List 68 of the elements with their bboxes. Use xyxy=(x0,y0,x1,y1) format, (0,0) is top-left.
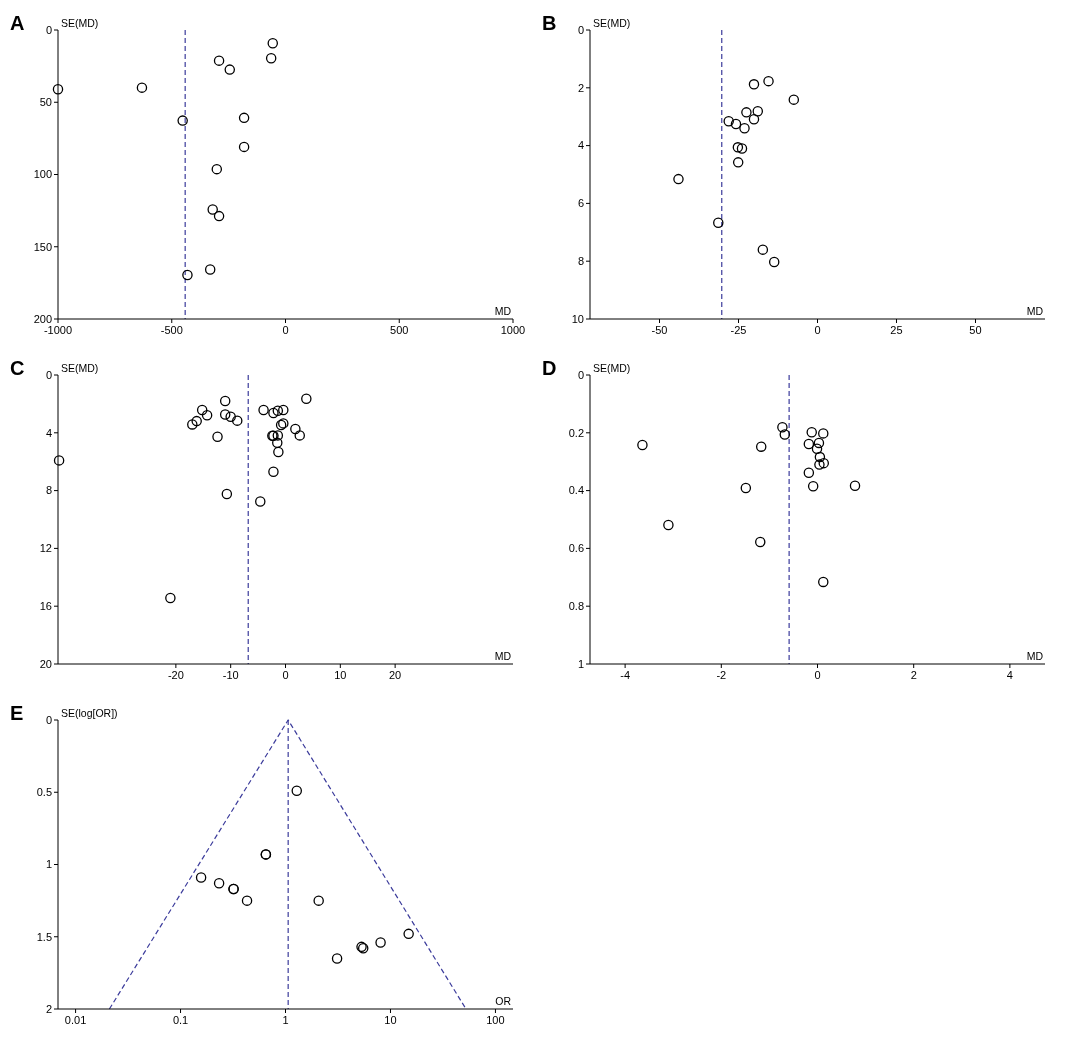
x-tick-label: 20 xyxy=(389,669,402,681)
x-axis-title: MD xyxy=(494,650,512,662)
y-tick-label: 4 xyxy=(577,139,584,152)
x-tick-label: 0.01 xyxy=(64,1014,87,1026)
y-axis-title: SE(MD) xyxy=(61,17,99,29)
y-tick-label: 0.2 xyxy=(568,426,584,439)
y-tick-label: 10 xyxy=(571,312,584,325)
y-tick-label: 0.4 xyxy=(568,484,584,497)
x-tick-label: 10 xyxy=(384,1014,397,1026)
x-tick-label: 0 xyxy=(282,324,289,336)
y-tick-label: 2 xyxy=(577,81,584,94)
y-tick-label: 0 xyxy=(45,713,52,726)
x-tick-label: 0.1 xyxy=(172,1014,189,1026)
y-tick-label: 1.5 xyxy=(36,930,52,943)
x-tick-label: 50 xyxy=(969,324,982,336)
y-tick-label: 20 xyxy=(39,657,52,670)
y-tick-label: 1 xyxy=(577,657,584,670)
x-tick-label: 0 xyxy=(814,324,821,336)
y-tick-label: 0 xyxy=(577,368,584,381)
x-tick-label: 100 xyxy=(486,1014,505,1026)
x-axis-title: MD xyxy=(1026,650,1044,662)
y-tick-label: 8 xyxy=(45,484,52,497)
x-tick-label: -20 xyxy=(167,669,184,681)
x-tick-label: 0 xyxy=(814,669,821,681)
y-tick-label: 4 xyxy=(45,426,52,439)
y-tick-label: 2 xyxy=(45,1002,52,1015)
chart-title: A xyxy=(10,12,25,34)
x-tick-label: 500 xyxy=(390,324,409,336)
x-tick-label: 1 xyxy=(282,1014,289,1026)
x-tick-label: 0 xyxy=(282,669,289,681)
y-tick-label: 1 xyxy=(45,858,52,871)
y-axis-title: SE(MD) xyxy=(593,362,631,374)
x-tick-label: -10 xyxy=(222,669,239,681)
y-tick-label: 6 xyxy=(577,197,584,210)
x-tick-label: -2 xyxy=(716,669,727,681)
x-tick-label: -1000 xyxy=(43,324,73,336)
y-tick-label: 200 xyxy=(33,312,52,325)
y-axis-title: SE(MD) xyxy=(61,362,99,374)
x-axis-title: MD xyxy=(494,305,512,317)
x-tick-label: 1000 xyxy=(500,324,526,336)
y-tick-label: 0.6 xyxy=(568,542,584,555)
chart-title: C xyxy=(10,357,25,379)
x-tick-label: 10 xyxy=(334,669,347,681)
y-tick-label: 0.5 xyxy=(36,786,52,799)
y-tick-label: 16 xyxy=(39,600,52,613)
y-axis-title: SE(log[OR]) xyxy=(61,707,118,719)
chart-title: B xyxy=(542,12,557,34)
x-tick-label: 4 xyxy=(1006,669,1013,681)
y-tick-label: 100 xyxy=(33,168,52,181)
y-tick-label: 150 xyxy=(33,240,52,253)
y-tick-label: 0 xyxy=(577,23,584,36)
x-tick-label: -500 xyxy=(160,324,183,336)
x-tick-label: 25 xyxy=(890,324,903,336)
y-tick-label: 0 xyxy=(45,23,52,36)
chart-title: D xyxy=(542,357,557,379)
x-axis-title: OR xyxy=(495,995,512,1007)
x-axis-title: MD xyxy=(1026,305,1044,317)
y-axis-title: SE(MD) xyxy=(593,17,631,29)
x-tick-label: -4 xyxy=(620,669,630,681)
y-tick-label: 50 xyxy=(39,96,52,109)
y-tick-label: 0.8 xyxy=(568,600,584,613)
y-tick-label: 8 xyxy=(577,255,584,268)
y-tick-label: 0 xyxy=(45,368,52,381)
x-tick-label: 2 xyxy=(910,669,917,681)
x-tick-label: -25 xyxy=(730,324,747,336)
chart-title: E xyxy=(10,702,24,724)
y-tick-label: 12 xyxy=(39,542,52,555)
x-tick-label: -50 xyxy=(651,324,668,336)
